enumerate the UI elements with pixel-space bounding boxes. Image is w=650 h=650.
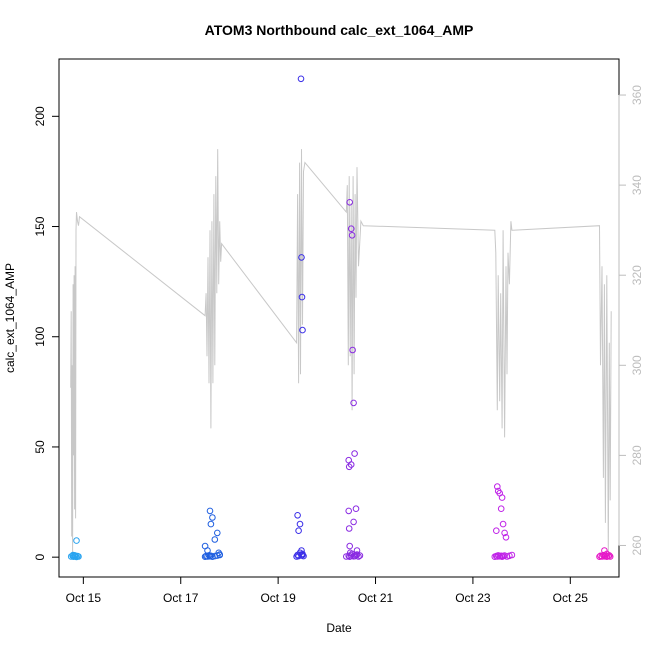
data-point <box>351 450 358 457</box>
data-point <box>502 534 510 541</box>
chart-title: ATOM3 Northbound calc_ext_1064_AMP <box>205 22 474 38</box>
data-point <box>345 507 353 515</box>
x-tick-label: Oct 19 <box>260 591 296 605</box>
data-point <box>351 552 359 560</box>
y-tick-label: 0 <box>33 554 47 561</box>
x-tick-label: Oct 15 <box>66 591 102 605</box>
y2-tick-label: 260 <box>630 535 644 555</box>
data-point <box>294 512 301 519</box>
data-point <box>204 547 211 554</box>
data-point <box>352 505 360 513</box>
data-point <box>345 463 353 471</box>
data-point <box>348 232 356 239</box>
data-point <box>298 547 305 554</box>
data-point <box>496 552 504 560</box>
data-point <box>207 520 215 528</box>
x-tick-label: Oct 23 <box>455 591 491 605</box>
x-tick-label: Oct 25 <box>553 591 589 605</box>
data-point <box>295 527 302 535</box>
data-point <box>353 547 361 554</box>
data-point <box>353 551 361 558</box>
data-point <box>499 520 507 528</box>
data-point <box>299 326 306 334</box>
series-line-right-axis <box>70 149 612 555</box>
data-point <box>603 550 611 558</box>
data-point <box>346 549 354 557</box>
data-point <box>297 75 305 83</box>
data-point <box>350 399 357 407</box>
y2-tick-label: 280 <box>630 445 644 465</box>
y2-tick-label: 360 <box>630 85 644 105</box>
y-tick-label: 200 <box>33 106 47 126</box>
data-point <box>209 514 216 521</box>
x-tick-label: Oct 21 <box>358 591 394 605</box>
data-point <box>73 537 80 544</box>
line-layer <box>70 149 612 555</box>
data-point <box>300 552 307 560</box>
y2-tick-label: 300 <box>630 355 644 375</box>
data-point <box>501 529 508 537</box>
y-tick-label: 50 <box>33 440 47 454</box>
points-layer <box>67 75 614 561</box>
data-point <box>349 346 356 354</box>
data-point <box>298 293 306 301</box>
data-point <box>71 552 79 559</box>
data-point <box>347 225 355 232</box>
data-point <box>298 254 305 261</box>
x-tick-label: Oct 17 <box>163 591 199 605</box>
data-point <box>299 551 306 559</box>
data-point <box>497 505 505 513</box>
data-point <box>494 483 501 490</box>
data-point <box>508 551 516 559</box>
data-point <box>214 529 221 537</box>
y2-tick-label: 340 <box>630 175 644 195</box>
data-point <box>355 553 362 560</box>
data-point <box>207 552 215 560</box>
x-axis-label: Date <box>326 621 352 635</box>
data-point <box>498 494 506 501</box>
y2-tick-label: 320 <box>630 265 644 285</box>
data-point <box>356 552 364 559</box>
y-axis: 0 50 100 150 200 <box>33 106 60 561</box>
data-point <box>296 520 304 528</box>
y-tick-label: 100 <box>33 326 47 346</box>
data-point <box>346 199 354 206</box>
data-point <box>216 551 223 558</box>
x-axis: Oct 15 Oct 17 Oct 19 Oct 21 Oct 23 Oct 25 <box>66 576 589 605</box>
plot-frame <box>58 58 620 578</box>
y2-axis: 260 280 300 320 340 360 <box>618 85 644 555</box>
data-point <box>347 461 355 468</box>
data-point <box>206 507 214 515</box>
y-tick-label: 150 <box>33 216 47 236</box>
data-point <box>211 536 219 543</box>
data-point <box>350 518 357 526</box>
y-axis-label: calc_ext_1064_AMP <box>3 263 17 373</box>
data-point <box>493 527 500 535</box>
data-point <box>346 542 354 550</box>
data-point <box>345 525 353 532</box>
